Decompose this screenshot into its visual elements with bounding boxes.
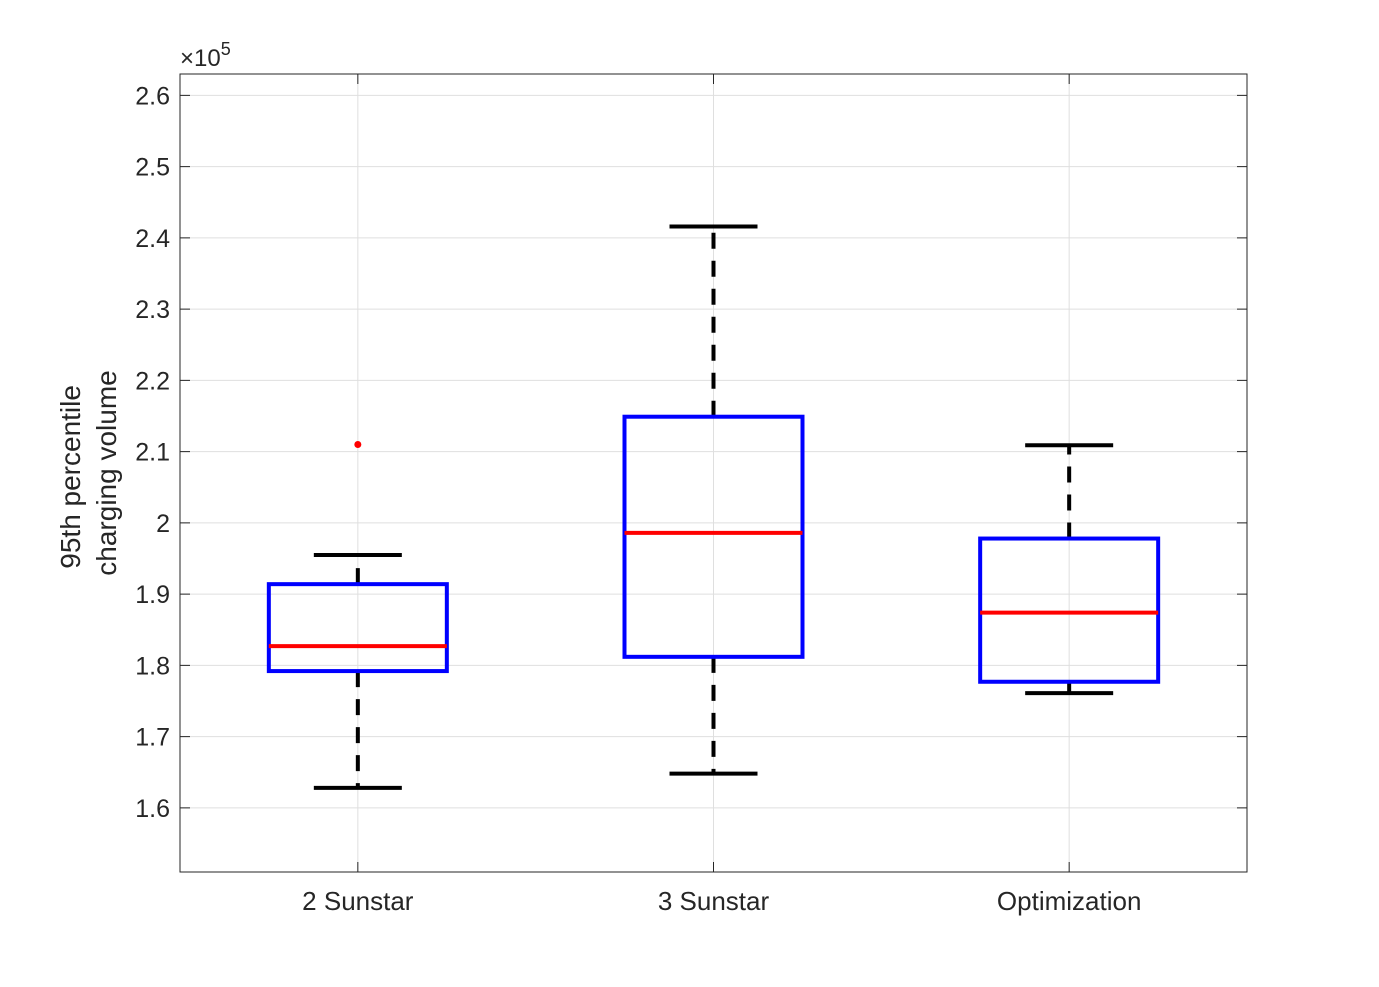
- y-tick-label: 2.4: [135, 225, 170, 253]
- box-group: [622, 224, 805, 776]
- y-tick-label: 1.9: [135, 581, 170, 609]
- outlier-point: [354, 441, 362, 448]
- y-tick-label: 2.1: [135, 439, 170, 467]
- iqr-box: [266, 582, 449, 674]
- y-axis-label: 95th percentile charging volume: [55, 370, 122, 575]
- y-axis-multiplier: ×105: [180, 39, 231, 72]
- y-axis-label-line-1: 95th percentile: [55, 385, 86, 569]
- y-tick-label: 1.8: [135, 652, 170, 680]
- y-axis-multiplier-exponent: 5: [221, 39, 231, 59]
- y-tick-label: 2.2: [135, 367, 170, 395]
- x-tick-label: 3 Sunstar: [658, 886, 770, 916]
- x-tick-label: 2 Sunstar: [302, 886, 414, 916]
- y-tick-label: 2.5: [135, 154, 170, 182]
- y-tick-label: 2.6: [135, 82, 170, 110]
- y-tick-label: 2: [156, 510, 170, 538]
- y-tick-label: 1.7: [135, 724, 170, 752]
- box-group: [978, 443, 1161, 696]
- axis-ticks: 1.6 1.7 1.8 1.9 2 2.1 2.2 2.3 2.4 2.5 2.6 2 Sunstar…: [135, 74, 1247, 916]
- iqr-box: [978, 536, 1161, 684]
- y-axis-label-line-2: charging volume: [91, 370, 122, 575]
- x-tick-label: Optimization: [997, 886, 1142, 916]
- box-series: [266, 224, 1161, 790]
- y-tick-label: 2.3: [135, 296, 170, 324]
- y-axis-multiplier-base: ×10: [180, 45, 221, 72]
- iqr-box: [622, 414, 805, 659]
- y-tick-label: 1.6: [135, 795, 170, 823]
- box-group: [266, 441, 449, 790]
